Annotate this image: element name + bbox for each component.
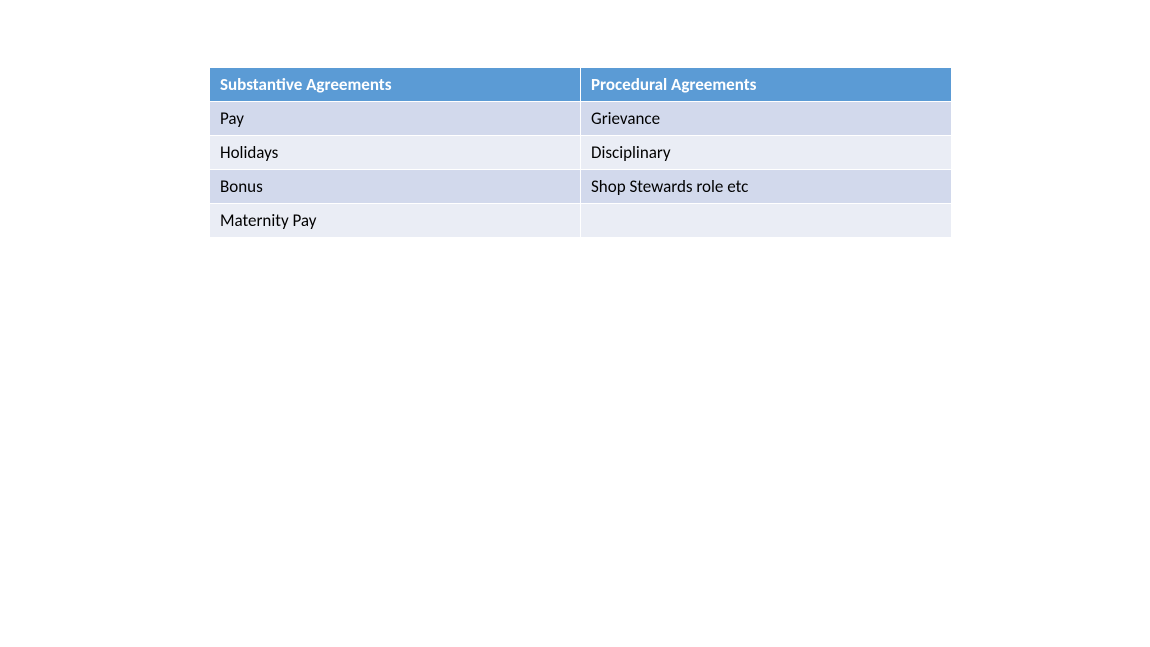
table-header-row: Substantive Agreements Procedural Agreem… <box>210 68 952 102</box>
cell-procedural: Disciplinary <box>581 136 952 170</box>
cell-substantive: Maternity Pay <box>210 204 581 238</box>
table-row: Bonus Shop Stewards role etc <box>210 170 952 204</box>
cell-procedural <box>581 204 952 238</box>
agreements-table-container: Substantive Agreements Procedural Agreem… <box>209 67 952 238</box>
agreements-table: Substantive Agreements Procedural Agreem… <box>209 67 952 238</box>
table-row: Maternity Pay <box>210 204 952 238</box>
cell-procedural: Grievance <box>581 102 952 136</box>
column-header-substantive: Substantive Agreements <box>210 68 581 102</box>
cell-substantive: Bonus <box>210 170 581 204</box>
cell-substantive: Holidays <box>210 136 581 170</box>
column-header-procedural: Procedural Agreements <box>581 68 952 102</box>
cell-substantive: Pay <box>210 102 581 136</box>
table-row: Pay Grievance <box>210 102 952 136</box>
table-row: Holidays Disciplinary <box>210 136 952 170</box>
cell-procedural: Shop Stewards role etc <box>581 170 952 204</box>
